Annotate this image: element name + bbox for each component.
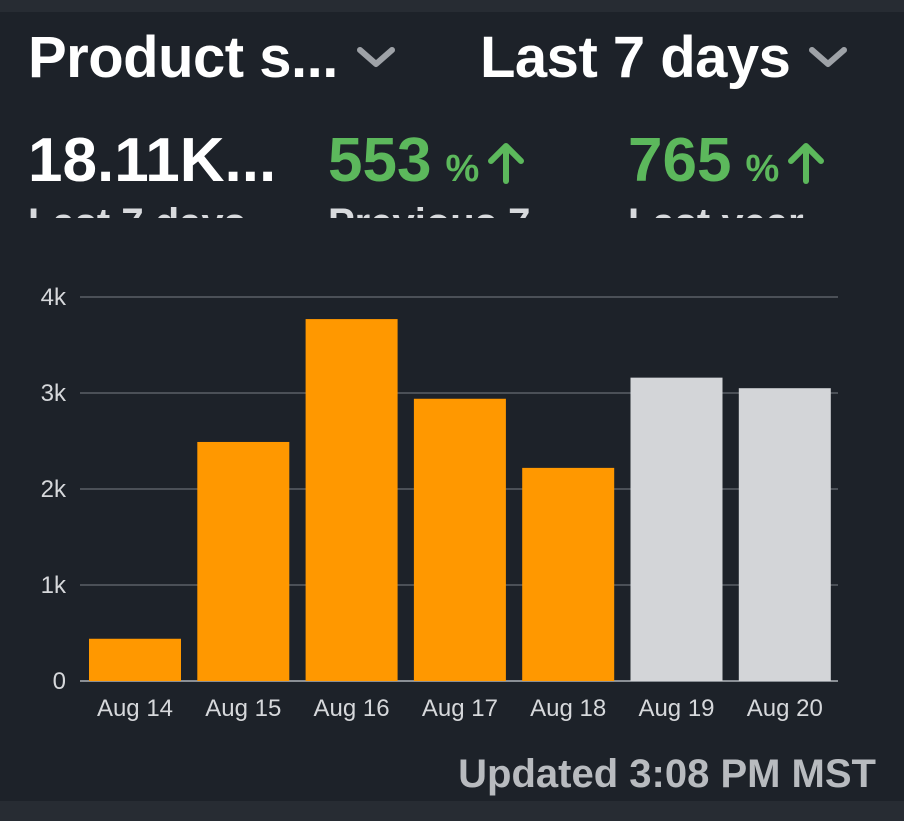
y-tick-label: 4k	[41, 284, 67, 311]
kpi-total: 18.11K... Last 7 days	[28, 125, 277, 225]
metric-dropdown[interactable]: Product s...	[28, 22, 428, 92]
metric-dropdown-label: Product s...	[28, 24, 338, 90]
arrow-up-icon	[487, 143, 524, 184]
kpi-previous-value: 553	[328, 126, 432, 195]
y-tick-label: 0	[53, 668, 66, 695]
kpi-last-year-unit: %	[745, 148, 780, 190]
bar-aug-18[interactable]	[522, 467, 615, 681]
arrow-up-icon	[787, 143, 824, 184]
kpi-last-year: 765% Last year	[628, 125, 826, 225]
kpi-previous: 553% Previous 7	[328, 125, 530, 225]
x-tick-label: Aug 19	[638, 695, 714, 722]
range-dropdown-label: Last 7 days	[480, 24, 791, 90]
x-tick-label: Aug 15	[205, 695, 281, 722]
kpi-last-year-value: 765	[628, 126, 732, 195]
y-tick-label: 2k	[41, 476, 67, 503]
bar-aug-16[interactable]	[305, 319, 398, 681]
bar-aug-19[interactable]	[630, 377, 723, 681]
y-tick-label: 1k	[41, 572, 67, 599]
top-strip	[0, 0, 904, 12]
range-dropdown[interactable]: Last 7 days	[480, 22, 880, 92]
chart-bars	[89, 319, 831, 681]
chevron-down-icon	[356, 47, 395, 67]
updated-timestamp: Updated 3:08 PM MST	[458, 752, 876, 796]
x-tick-label: Aug 16	[314, 695, 390, 722]
bar-aug-15[interactable]	[197, 441, 290, 681]
bar-aug-14[interactable]	[89, 638, 181, 681]
bar-aug-17[interactable]	[413, 398, 506, 681]
kpi-row: 18.11K... Last 7 days 553% Previous 7 76…	[0, 125, 904, 225]
bar-aug-20[interactable]	[738, 388, 831, 681]
x-tick-label: Aug 20	[747, 695, 823, 722]
x-tick-label: Aug 17	[422, 695, 498, 722]
y-tick-label: 3k	[41, 380, 67, 407]
bottom-strip	[0, 801, 904, 821]
kpi-clip-mask	[0, 218, 904, 238]
kpi-previous-unit: %	[445, 148, 480, 190]
kpi-total-value: 18.11K...	[28, 126, 277, 195]
chart-x-labels: Aug 14 Aug 15 Aug 16 Aug 17 Aug 18 Aug 19 Aug …	[97, 695, 823, 722]
chevron-down-icon	[809, 47, 848, 67]
bar-chart: 0 1k 2k 3k 4k Aug 14 Aug 15 Aug 16 Aug 17 Aug 18…	[41, 284, 838, 722]
x-tick-label: Aug 14	[97, 695, 173, 722]
x-tick-label: Aug 18	[530, 695, 606, 722]
